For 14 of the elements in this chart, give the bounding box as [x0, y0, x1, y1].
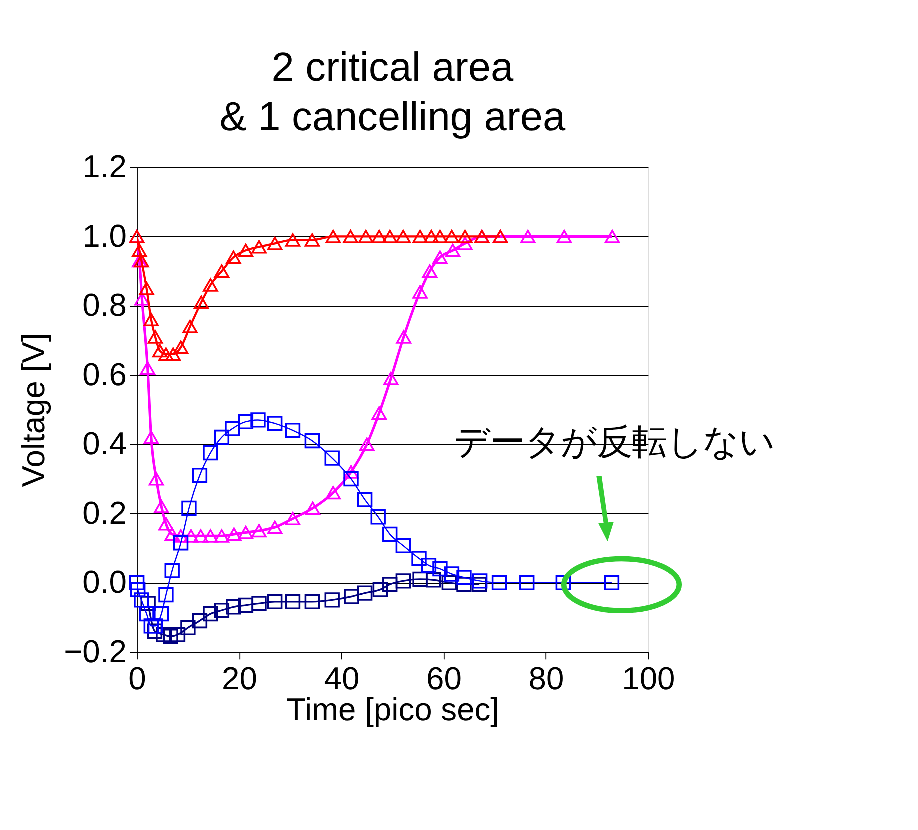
x-tick-label: 20	[222, 660, 258, 697]
y-tick-label: 0.0	[82, 564, 127, 600]
y-tick-label: 0.2	[82, 494, 127, 531]
y-tick-label: 1.0	[82, 218, 127, 254]
y-axis-title: Voltage [V]	[16, 333, 52, 488]
y-tick-label: 1.2	[82, 148, 127, 185]
x-tick-label: 80	[528, 660, 564, 697]
y-tick-label: 0.4	[82, 426, 127, 462]
x-tick-label: 100	[622, 660, 676, 697]
x-tick-label: 0	[128, 660, 146, 697]
y-tick-label: 0.8	[82, 287, 127, 324]
y-tick-label: 0.6	[82, 356, 127, 392]
y-tick-label: −0.2	[64, 633, 127, 670]
chart-title: 2 critical area & 1 cancelling area	[220, 44, 566, 140]
